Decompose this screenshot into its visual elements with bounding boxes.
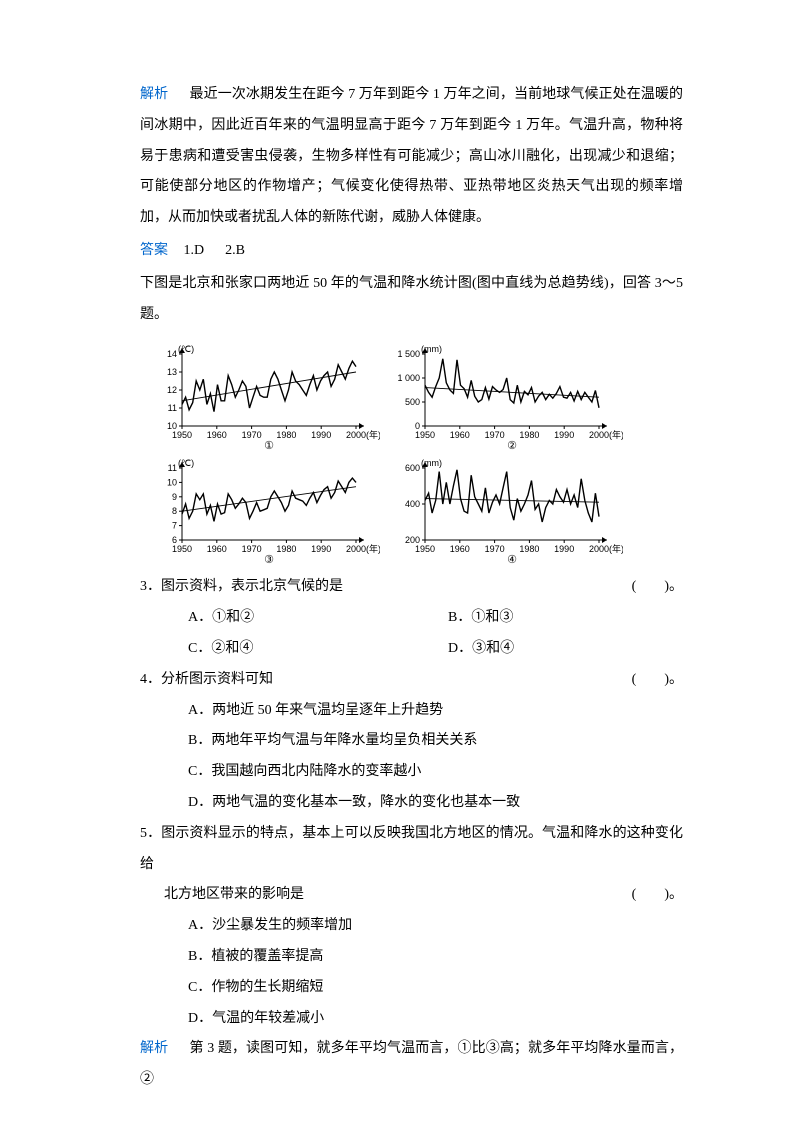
svg-text:1 000: 1 000: [397, 373, 420, 383]
svg-text:1980: 1980: [276, 544, 296, 554]
explanation2-text: 第 3 题，读图可知，就多年平均气温而言，①比③高；就多年平均降水量而言，②: [140, 1041, 683, 1087]
q5-stem-b: 北方地区带来的影响是: [164, 887, 304, 902]
svg-text:10: 10: [167, 478, 177, 488]
svg-text:(mm): (mm): [421, 344, 442, 354]
svg-text:①: ①: [264, 440, 274, 450]
svg-text:③: ③: [264, 554, 274, 564]
explanation2-label: 解析: [140, 1041, 168, 1056]
svg-text:7: 7: [172, 521, 177, 531]
svg-text:1980: 1980: [519, 544, 539, 554]
svg-text:1990: 1990: [311, 430, 331, 440]
answer-1: 1.D: [184, 243, 205, 258]
svg-text:1950: 1950: [172, 430, 192, 440]
q3-paren: ( )。: [632, 572, 683, 603]
q5-stem-b-row: 北方地区带来的影响是 ( )。: [140, 880, 683, 911]
svg-text:(年): (年): [609, 429, 623, 440]
q4-optC: C．我国越向西北内陆降水的变率越小: [140, 757, 683, 788]
q5-optD: D．气温的年较差减小: [140, 1004, 683, 1035]
q4-stem-row: 4．分析图示资料可知 ( )。: [140, 665, 683, 696]
svg-text:500: 500: [405, 397, 420, 407]
q3-optD: D．③和④: [448, 634, 683, 665]
svg-text:(年): (年): [366, 543, 380, 554]
svg-text:1990: 1990: [554, 544, 574, 554]
svg-text:1970: 1970: [242, 544, 262, 554]
svg-text:1 500: 1 500: [397, 349, 420, 359]
svg-text:2000: 2000: [589, 430, 609, 440]
explanation2-block: 解析 第 3 题，读图可知，就多年平均气温而言，①比③高；就多年平均降水量而言，…: [140, 1034, 683, 1096]
svg-text:1990: 1990: [554, 430, 574, 440]
svg-text:1950: 1950: [415, 430, 435, 440]
q3-optC: C．②和④: [188, 634, 448, 665]
svg-text:600: 600: [405, 463, 420, 473]
answer-label: 答案: [140, 243, 168, 258]
q5-paren: ( )。: [632, 880, 683, 911]
svg-text:1980: 1980: [519, 430, 539, 440]
svg-text:(年): (年): [366, 429, 380, 440]
svg-text:(℃): (℃): [178, 458, 194, 468]
svg-text:1960: 1960: [207, 544, 227, 554]
svg-text:9: 9: [172, 492, 177, 502]
explanation-block: 解析 最近一次冰期发生在距今 7 万年到距今 1 万年之间，当前地球气候正处在温…: [140, 80, 683, 234]
chart-1: 1011121314195019601970198019902000(℃)(年)…: [150, 340, 387, 450]
svg-text:1960: 1960: [207, 430, 227, 440]
svg-text:14: 14: [167, 349, 177, 359]
chart-3: 67891011195019601970198019902000(℃)(年)③: [150, 454, 387, 564]
svg-text:8: 8: [172, 507, 177, 517]
q3-opts-row1: A．①和② B．①和③: [140, 603, 683, 634]
chart-2: 05001 0001 500195019601970198019902000(m…: [393, 340, 630, 450]
svg-text:12: 12: [167, 385, 177, 395]
svg-text:13: 13: [167, 367, 177, 377]
svg-text:1970: 1970: [485, 430, 505, 440]
q5-optA: A．沙尘暴发生的频率增加: [140, 911, 683, 942]
svg-text:(℃): (℃): [178, 344, 194, 354]
svg-text:11: 11: [168, 403, 177, 413]
explanation-label: 解析: [140, 87, 168, 102]
q4-optB: B．两地年平均气温与年降水量均呈负相关关系: [140, 726, 683, 757]
answer-block: 答案 1.D 2.B: [140, 236, 683, 267]
chart-4: 200400600195019601970198019902000(mm)(年)…: [393, 454, 630, 564]
svg-text:2000: 2000: [346, 544, 366, 554]
svg-text:1970: 1970: [242, 430, 262, 440]
svg-text:1990: 1990: [311, 544, 331, 554]
svg-text:400: 400: [405, 499, 420, 509]
svg-text:1950: 1950: [172, 544, 192, 554]
svg-text:1960: 1960: [450, 544, 470, 554]
q3-optB: B．①和③: [448, 603, 683, 634]
q3-optA: A．①和②: [188, 603, 448, 634]
svg-text:②: ②: [507, 440, 517, 450]
q5-stem-a: 5．图示资料显示的特点，基本上可以反映我国北方地区的情况。气温和降水的这种变化给: [140, 819, 683, 881]
q4-optD: D．两地气温的变化基本一致，降水的变化也基本一致: [140, 788, 683, 819]
q5-optB: B．植被的覆盖率提高: [140, 942, 683, 973]
svg-text:1980: 1980: [276, 430, 296, 440]
q5-optC: C．作物的生长期缩短: [140, 973, 683, 1004]
svg-text:1960: 1960: [450, 430, 470, 440]
svg-text:2000: 2000: [589, 544, 609, 554]
svg-text:1950: 1950: [415, 544, 435, 554]
chart-intro: 下图是北京和张家口两地近 50 年的气温和降水统计图(图中直线为总趋势线)，回答…: [140, 269, 683, 331]
svg-text:④: ④: [507, 554, 517, 564]
q3-stem-row: 3．图示资料，表示北京气候的是 ( )。: [140, 572, 683, 603]
explanation-text: 最近一次冰期发生在距今 7 万年到距今 1 万年之间，当前地球气候正处在温暖的间…: [140, 87, 683, 225]
q3-stem: 3．图示资料，表示北京气候的是: [140, 579, 343, 594]
svg-text:2000: 2000: [346, 430, 366, 440]
q4-optA: A．两地近 50 年来气温均呈逐年上升趋势: [140, 696, 683, 727]
svg-text:11: 11: [168, 463, 177, 473]
svg-text:1970: 1970: [485, 544, 505, 554]
charts-grid: 10 11 12 13 14 1950 1960 1970 1980 1990 2000 (℃) (年)…: [150, 340, 630, 564]
svg-text:(mm): (mm): [421, 458, 442, 468]
answer-2: 2.B: [225, 243, 245, 258]
q4-stem: 4．分析图示资料可知: [140, 672, 273, 687]
svg-text:(年): (年): [609, 543, 623, 554]
q4-paren: ( )。: [632, 665, 683, 696]
q3-opts-row2: C．②和④ D．③和④: [140, 634, 683, 665]
